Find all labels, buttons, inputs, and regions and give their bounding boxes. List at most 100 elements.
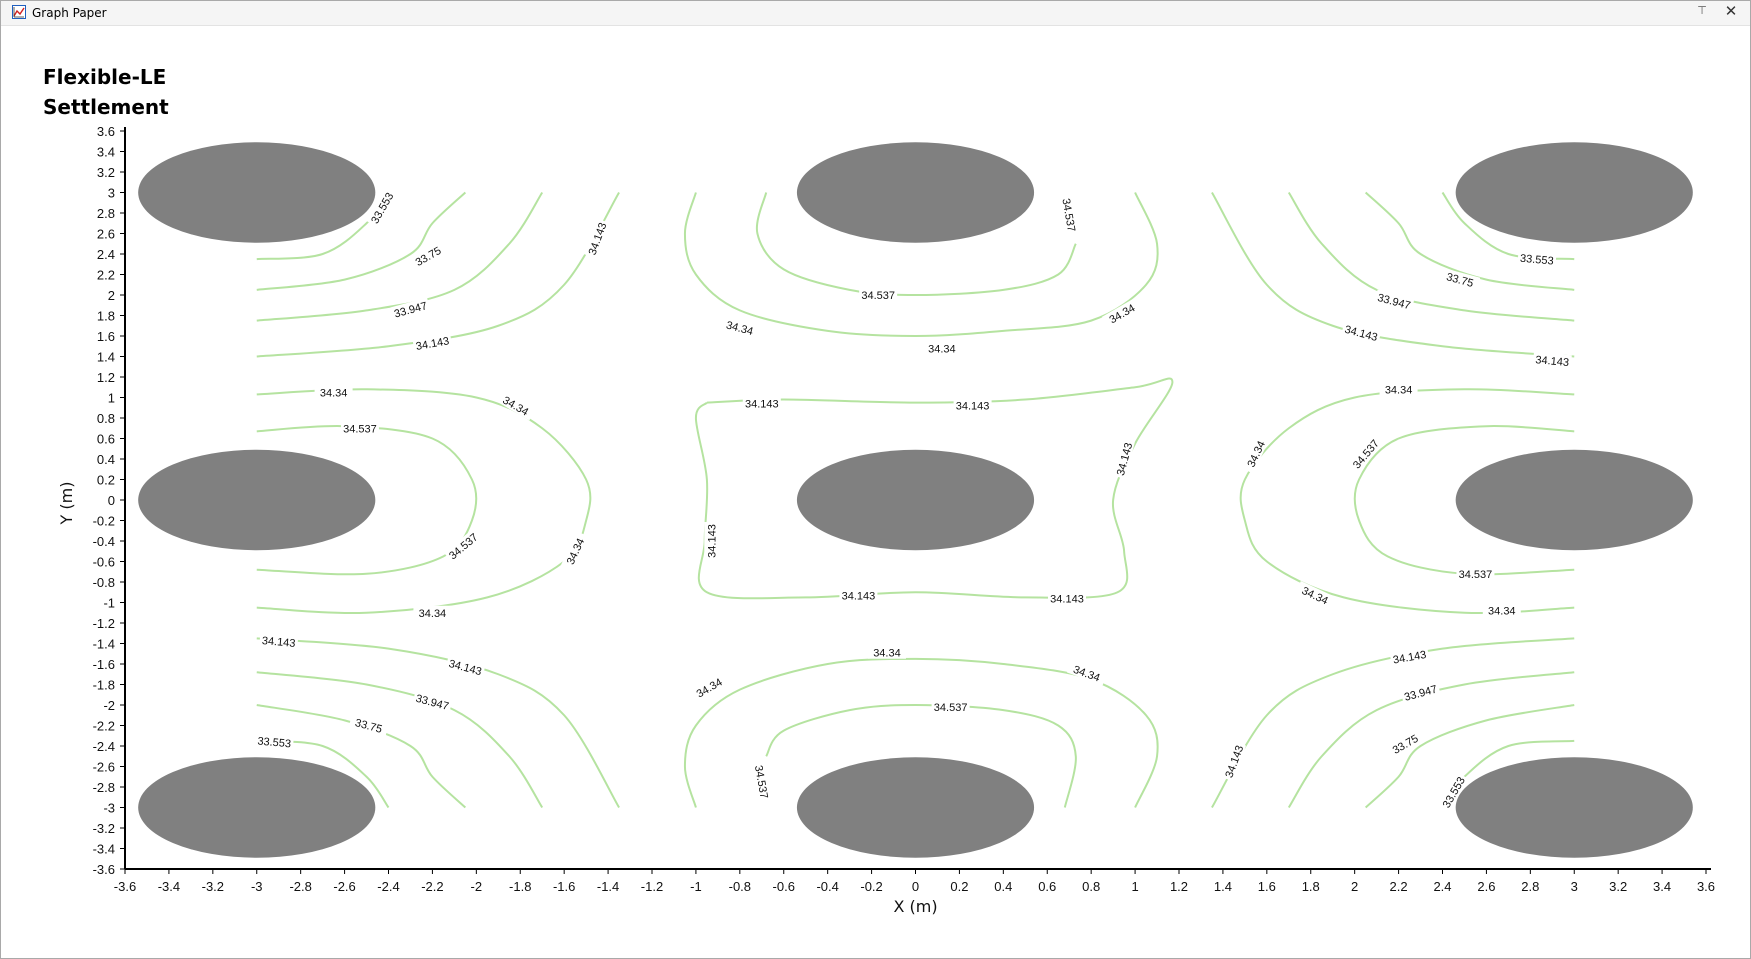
contour-label-group-25: 34.143: [839, 588, 878, 602]
x-tick-label-30: 2.4: [1433, 879, 1451, 894]
contour-label-bg-32: [1517, 250, 1557, 267]
contour-label-30: 34.537: [934, 702, 968, 714]
contour-label-group-12: 34.143: [445, 655, 486, 678]
contour-label-bg-38: [1241, 433, 1270, 474]
title-bar[interactable]: Graph Paper ⊤ ✕: [1, 1, 1750, 26]
contour-label-bg-33: [1440, 267, 1481, 291]
contour-label-bg-12: [445, 655, 486, 678]
pin-icon[interactable]: ⊤: [1697, 4, 1707, 17]
x-tick-label-9: -1.8: [509, 879, 531, 894]
y-tick-label-21: -0.6: [93, 555, 115, 570]
y-tick-label-23: -1: [103, 596, 115, 611]
y-tick-label-19: -0.2: [93, 514, 115, 529]
y-tick-label-30: -2.4: [93, 739, 115, 754]
contour-label-group-37: 34.34: [1379, 382, 1418, 396]
contour-label-group-16: 34.537: [859, 288, 898, 302]
contour-label-bg-5: [314, 385, 353, 399]
contour-label-bg-29: [1066, 660, 1108, 686]
contour-line-24: [1364, 704, 1575, 809]
contour-label-bg-23: [1112, 438, 1135, 479]
contour-label-37: 34.34: [1385, 384, 1413, 396]
contour-label-group-10: 34.34: [413, 605, 452, 620]
x-tick-label-20: 0.4: [994, 879, 1012, 894]
contour-label-group-45: 33.75: [1385, 728, 1425, 759]
footing-4: [796, 449, 1035, 551]
contour-label-bg-6: [496, 390, 536, 421]
x-tick-label-19: 0.2: [950, 879, 968, 894]
contour-line-22: [1211, 637, 1575, 809]
y-tick-label-33: -3: [103, 801, 115, 816]
contour-label-group-41: 34.34: [1295, 580, 1336, 609]
contour-label-group-36: 34.143: [1532, 351, 1572, 369]
contour-line-9: [256, 704, 467, 809]
contour-line-3: [256, 191, 620, 358]
contour-label-bg-44: [1400, 681, 1441, 704]
y-tick-label-28: -2: [103, 698, 115, 713]
x-tick-label-3: -3: [251, 879, 263, 894]
x-tick-label-15: -0.6: [773, 879, 795, 894]
y-tick-label-34: -3.2: [93, 821, 115, 836]
x-tick-label-22: 0.8: [1082, 879, 1100, 894]
contour-label-43: 34.143: [1392, 649, 1427, 667]
contour-label-5: 34.34: [320, 387, 348, 399]
contour-label-bg-10: [413, 605, 452, 619]
contour-label-group-44: 33.947: [1400, 681, 1441, 704]
contour-label-12: 34.143: [447, 658, 483, 678]
contour-label-group-5: 34.34: [314, 385, 353, 399]
contour-label-bg-39: [1348, 434, 1383, 473]
x-tick-label-23: 1: [1131, 879, 1138, 894]
contour-label-bg-15: [254, 733, 294, 750]
y-tick-label-12: 1.2: [97, 370, 115, 385]
x-tick-label-24: 1.2: [1170, 879, 1188, 894]
y-tick-label-36: -3.6: [93, 862, 115, 877]
contour-label-group-9: 34.34: [560, 531, 589, 572]
contour-label-32: 33.553: [1520, 253, 1555, 268]
contour-label-group-38: 34.34: [1241, 433, 1270, 474]
y-tick-label-6: 2.4: [97, 247, 115, 262]
contour-label-13: 33.947: [414, 693, 450, 713]
x-tick-label-29: 2.2: [1390, 879, 1408, 894]
contour-label-bg-11: [259, 632, 299, 650]
contour-label-group-42: 34.34: [1482, 603, 1521, 618]
plot-title-line2: Settlement: [43, 95, 169, 119]
contour-line-14: [683, 657, 1159, 808]
footing-2: [1455, 142, 1693, 243]
contour-label-group-3: 34.143: [412, 332, 453, 353]
contour-label-bg-16: [859, 288, 898, 301]
contour-label-group-31: 34.537: [752, 761, 772, 802]
x-tick-label-36: 3.6: [1697, 879, 1715, 894]
x-tick-label-11: -1.4: [597, 879, 619, 894]
contour-label-group-29: 34.34: [1066, 660, 1108, 686]
contour-label-bg-22: [953, 398, 992, 412]
contour-line-7: [256, 637, 620, 809]
window-title: Graph Paper: [32, 6, 107, 20]
axes-layer: -3.6 -3.4 -3.2 -3 -2.8 -2.6 -2.4 -2.2 -2 -1.8 -1.6…: [93, 124, 1715, 894]
contour-label-group-35: 34.143: [1341, 321, 1382, 344]
footing-1: [796, 142, 1035, 243]
contour-label-group-14: 33.75: [348, 713, 389, 737]
footings-layer: [138, 142, 1693, 858]
contour-label-group-7: 34.537: [340, 421, 379, 435]
contour-label-group-22: 34.143: [953, 398, 992, 413]
contour-line-1: [256, 191, 467, 291]
contour-label-23: 34.143: [1115, 441, 1135, 477]
contour-label-34: 33.947: [1376, 292, 1412, 312]
y-tick-label-13: 1: [108, 391, 115, 406]
contour-label-bg-40: [1456, 566, 1495, 580]
x-tick-label-0: -3.6: [114, 879, 136, 894]
contour-label-bg-41: [1295, 580, 1336, 609]
y-tick-label-35: -3.4: [93, 842, 115, 857]
y-tick-label-29: -2.2: [93, 719, 115, 734]
x-tick-label-25: 1.4: [1214, 879, 1232, 894]
contour-label-group-8: 34.537: [444, 528, 482, 563]
contour-label-group-2: 33.947: [390, 297, 431, 320]
x-tick-label-35: 3.4: [1653, 879, 1671, 894]
contour-label-group-40: 34.537: [1456, 566, 1495, 581]
contour-label-group-1: 33.75: [408, 240, 448, 271]
contour-label-42: 34.34: [1488, 606, 1516, 618]
close-icon[interactable]: ✕: [1724, 2, 1738, 20]
y-tick-label-10: 1.6: [97, 329, 115, 344]
contour-label-group-34: 33.947: [1374, 289, 1415, 312]
contour-label-bg-45: [1385, 728, 1425, 759]
y-tick-label-27: -1.8: [93, 678, 115, 693]
